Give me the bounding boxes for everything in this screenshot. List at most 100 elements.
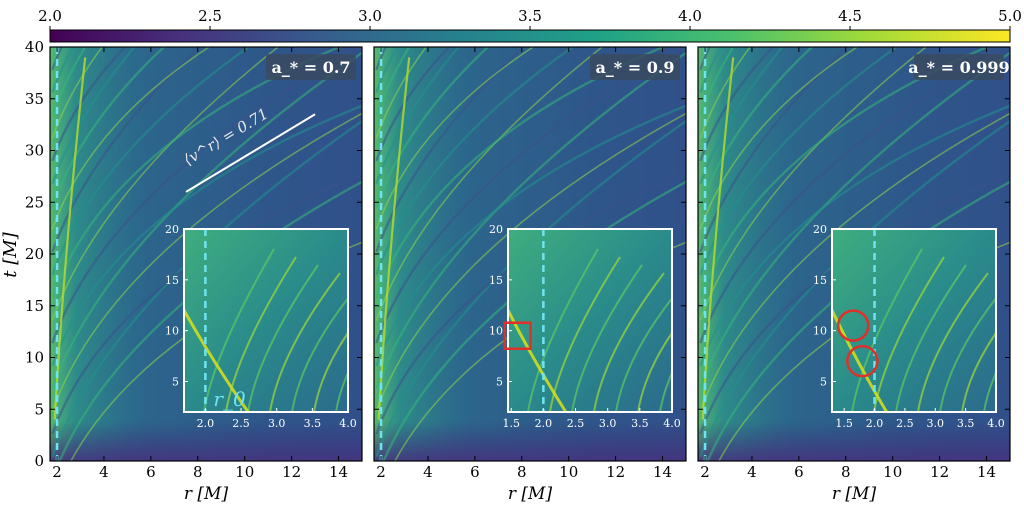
heatmap-streak (375, 47, 451, 162)
inset-y-tick-label: 10 (165, 325, 179, 338)
heatmap-bottom-band (698, 421, 1010, 461)
x-tick-label: 14 (653, 463, 672, 481)
spin-label-box (590, 54, 680, 80)
inset-bright-streak (832, 309, 888, 412)
x-axis-label: r [M] (508, 484, 553, 504)
inset-x-tick-label: 3.0 (927, 417, 945, 430)
inset-circle-marker (837, 309, 870, 342)
inset-streak (225, 256, 297, 412)
heatmap-streak (706, 180, 1010, 461)
heatmap-streak (52, 0, 385, 1)
inset-background (508, 229, 672, 412)
heatmap-streak (51, 51, 362, 389)
heatmap-streak (51, 172, 362, 435)
heatmap-streak (382, 180, 686, 461)
inset-y-tick-label: 5 (172, 376, 179, 389)
heatmap-streak (700, 0, 1024, 24)
heatmap-streak (699, 47, 928, 321)
x-tick-label: 14 (977, 463, 996, 481)
colorbar-tick-label: 2.0 (38, 7, 62, 25)
inset-x-tick-label: 3.0 (599, 417, 617, 430)
colorbar-tick-label: 3.5 (518, 7, 542, 25)
velocity-line (185, 113, 316, 193)
heatmap-streak (375, 119, 686, 458)
inset-frame (831, 228, 997, 413)
heatmap-streak (51, 47, 104, 139)
inset-x-tick-label: 2.0 (197, 417, 215, 430)
heatmap-streak (375, 47, 575, 276)
x-tick-label: 8 (841, 463, 851, 481)
heatmap-streak (51, 119, 362, 458)
spin-label-box (266, 54, 356, 80)
heatmap-streaks (51, 0, 385, 461)
inset-streak (335, 370, 348, 412)
x-tick-label: 2 (376, 463, 386, 481)
inset-x-tick-label: 3.0 (268, 417, 286, 430)
y-tick-label: 25 (25, 193, 44, 211)
heatmap-streak (375, 47, 428, 139)
heatmap-streak (700, 0, 1024, 1)
x-tick-label: 6 (470, 463, 480, 481)
inset-background (184, 229, 348, 412)
spin-label: a_* = 0.999 (908, 54, 1010, 80)
inset-x-tick-label: 4.0 (663, 417, 681, 430)
inset-streak (939, 296, 996, 412)
y-tick-label: 5 (34, 400, 44, 418)
chart-panel: a_* = 0.9 2 4 6 8 10 12 14 r [M] 1.5 2.0 2.5 3.0 3.5 4… (373, 46, 687, 504)
heatmap-streak (699, 51, 1010, 389)
inset-streak (203, 248, 275, 412)
heatmap-streak (699, 47, 775, 162)
colorbar-ticks: 2.0 2.5 3.0 3.5 4.0 4.5 5.0 (38, 7, 1022, 30)
inset-x-tick-label: 1.5 (502, 417, 520, 430)
y-tick-label: 20 (25, 245, 44, 263)
heatmap-streak (51, 104, 362, 367)
inset-background (832, 229, 996, 412)
colorbar-tick-label: 3.0 (358, 7, 382, 25)
x-tick-label: 10 (883, 463, 902, 481)
inset-streak (917, 272, 989, 412)
inset-y-tick-label: 15 (165, 274, 179, 287)
heatmap-streaks (375, 47, 686, 461)
x-tick-label: 12 (606, 463, 625, 481)
inset-bright-streak (508, 309, 568, 412)
x-tick-label: 4 (423, 463, 433, 481)
inset-y-tick-label: 20 (165, 223, 179, 236)
inset-streak (983, 370, 996, 412)
heatmap-streak (699, 47, 899, 276)
inset-y-tick-label: 5 (496, 376, 503, 389)
heatmap-streak (699, 104, 1010, 367)
heatmap-streak (51, 47, 75, 93)
inset-square-marker (503, 321, 532, 350)
heatmap-streak (699, 47, 814, 207)
inset-streak (615, 296, 672, 412)
y-tick-label: 10 (25, 349, 44, 367)
heatmap-streak (375, 47, 461, 185)
y-tick-label: 30 (25, 142, 44, 160)
inset-x-tick-label: 3.5 (304, 417, 322, 430)
inset: 1.5 2.0 2.5 3.0 3.5 4.0 5 10 15 20 (813, 223, 1005, 430)
heatmap-streak (699, 112, 1010, 412)
y-axis-label: t̄ [M] (0, 231, 21, 277)
inset-y-tick-label: 20 (813, 223, 827, 236)
inset: 1.5 2.0 2.5 3.0 3.5 4.0 5 10 15 20 (489, 223, 681, 430)
inset-x-tick-label: 2.0 (535, 417, 553, 430)
inset-streak (291, 296, 348, 412)
inset-streak (549, 256, 621, 412)
heatmap-streak (51, 47, 127, 162)
inset-circle-marker (846, 344, 879, 378)
spin-label-text: a_* = 0.999 (908, 58, 1009, 77)
inset-streak (313, 331, 348, 412)
x-tick-label: 14 (329, 463, 348, 481)
inset-y-tick-label: 15 (813, 274, 827, 287)
heatmap-streaks (699, 0, 1024, 461)
colorbar-tick-label: 5.0 (998, 7, 1022, 25)
x-tick-label: 2 (700, 463, 710, 481)
x-axis-label: r [M] (184, 484, 229, 504)
x-tick-label: 6 (146, 463, 156, 481)
heatmap-streak (699, 47, 723, 93)
y-tick-label: 0 (34, 452, 44, 470)
inset-x-tick-label: 3.5 (631, 417, 649, 430)
heatmap-streak (51, 47, 137, 185)
